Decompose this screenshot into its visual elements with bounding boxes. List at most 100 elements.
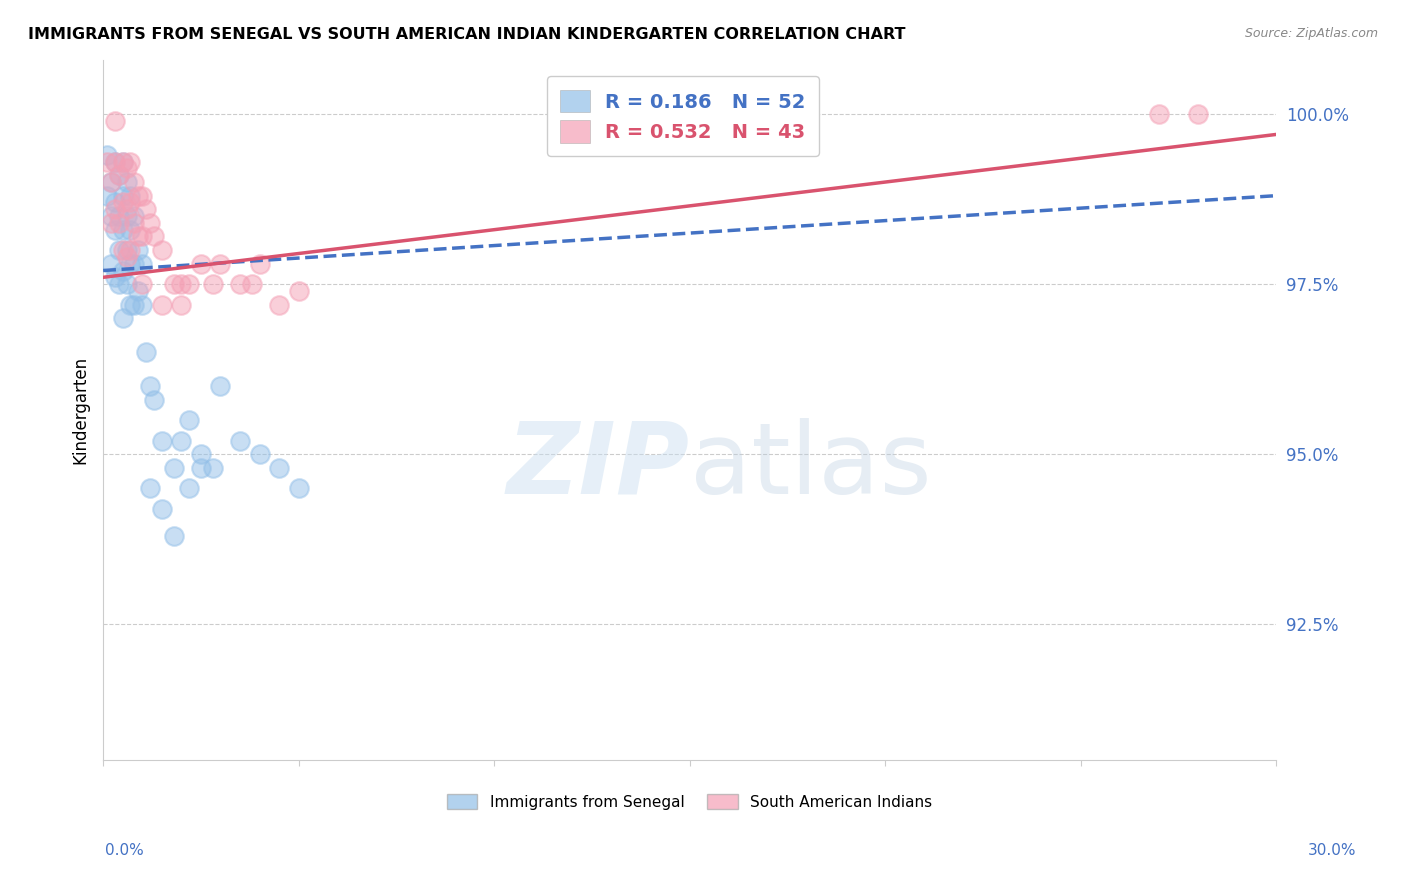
Point: [229, 434, 252, 448]
Point: [267, 297, 290, 311]
Point: [127, 229, 149, 244]
Point: [100, 257, 122, 271]
Text: IMMIGRANTS FROM SENEGAL VS SOUTH AMERICAN INDIAN KINDERGARTEN CORRELATION CHART: IMMIGRANTS FROM SENEGAL VS SOUTH AMERICA…: [28, 27, 905, 42]
Point: [124, 257, 146, 271]
Point: [96, 148, 118, 162]
Point: [127, 243, 149, 257]
Point: [267, 460, 290, 475]
Y-axis label: Kindergarten: Kindergarten: [72, 356, 89, 464]
Point: [162, 529, 184, 543]
Point: [201, 460, 224, 475]
Point: [179, 481, 201, 495]
Point: [131, 257, 153, 271]
Point: [100, 216, 122, 230]
Point: [124, 209, 146, 223]
Point: [131, 229, 153, 244]
Point: [104, 154, 127, 169]
Point: [104, 202, 127, 217]
Point: [135, 345, 157, 359]
Point: [111, 263, 134, 277]
Point: [100, 175, 122, 189]
Point: [1187, 107, 1209, 121]
Point: [100, 175, 122, 189]
Point: [131, 297, 153, 311]
Point: [190, 460, 212, 475]
Point: [124, 216, 146, 230]
Legend: Immigrants from Senegal, South American Indians: Immigrants from Senegal, South American …: [441, 788, 938, 816]
Point: [150, 243, 173, 257]
Point: [1147, 107, 1170, 121]
Point: [120, 188, 142, 202]
Point: [143, 392, 166, 407]
Point: [150, 501, 173, 516]
Point: [104, 270, 127, 285]
Point: [120, 195, 142, 210]
Point: [111, 154, 134, 169]
Point: [107, 209, 129, 223]
Point: [170, 297, 193, 311]
Point: [124, 175, 146, 189]
Point: [179, 277, 201, 292]
Point: [209, 257, 232, 271]
Point: [229, 277, 252, 292]
Point: [104, 154, 127, 169]
Point: [111, 188, 134, 202]
Point: [100, 209, 122, 223]
Text: ZIP: ZIP: [506, 417, 689, 515]
Point: [150, 297, 173, 311]
Point: [107, 277, 129, 292]
Point: [120, 154, 142, 169]
Point: [111, 243, 134, 257]
Point: [107, 168, 129, 182]
Point: [249, 257, 271, 271]
Point: [120, 223, 142, 237]
Point: [131, 277, 153, 292]
Point: [107, 216, 129, 230]
Point: [170, 277, 193, 292]
Point: [124, 297, 146, 311]
Point: [179, 413, 201, 427]
Point: [115, 277, 138, 292]
Point: [209, 379, 232, 393]
Point: [115, 243, 138, 257]
Point: [139, 216, 162, 230]
Point: [96, 188, 118, 202]
Point: [127, 188, 149, 202]
Point: [111, 311, 134, 326]
Text: atlas: atlas: [689, 417, 931, 515]
Point: [249, 447, 271, 461]
Point: [111, 154, 134, 169]
Point: [104, 113, 127, 128]
Text: 30.0%: 30.0%: [1309, 843, 1357, 858]
Point: [115, 175, 138, 189]
Point: [190, 447, 212, 461]
Point: [111, 223, 134, 237]
Point: [96, 154, 118, 169]
Point: [135, 202, 157, 217]
Point: [120, 243, 142, 257]
Point: [240, 277, 263, 292]
Point: [139, 481, 162, 495]
Point: [127, 284, 149, 298]
Point: [162, 460, 184, 475]
Point: [190, 257, 212, 271]
Point: [120, 297, 142, 311]
Text: 0.0%: 0.0%: [105, 843, 145, 858]
Point: [107, 243, 129, 257]
Point: [115, 250, 138, 264]
Point: [104, 223, 127, 237]
Point: [162, 277, 184, 292]
Point: [139, 379, 162, 393]
Point: [143, 229, 166, 244]
Text: Source: ZipAtlas.com: Source: ZipAtlas.com: [1244, 27, 1378, 40]
Point: [104, 195, 127, 210]
Point: [201, 277, 224, 292]
Point: [111, 195, 134, 210]
Point: [107, 168, 129, 182]
Point: [120, 257, 142, 271]
Point: [115, 209, 138, 223]
Point: [115, 202, 138, 217]
Point: [150, 434, 173, 448]
Point: [287, 284, 309, 298]
Point: [170, 434, 193, 448]
